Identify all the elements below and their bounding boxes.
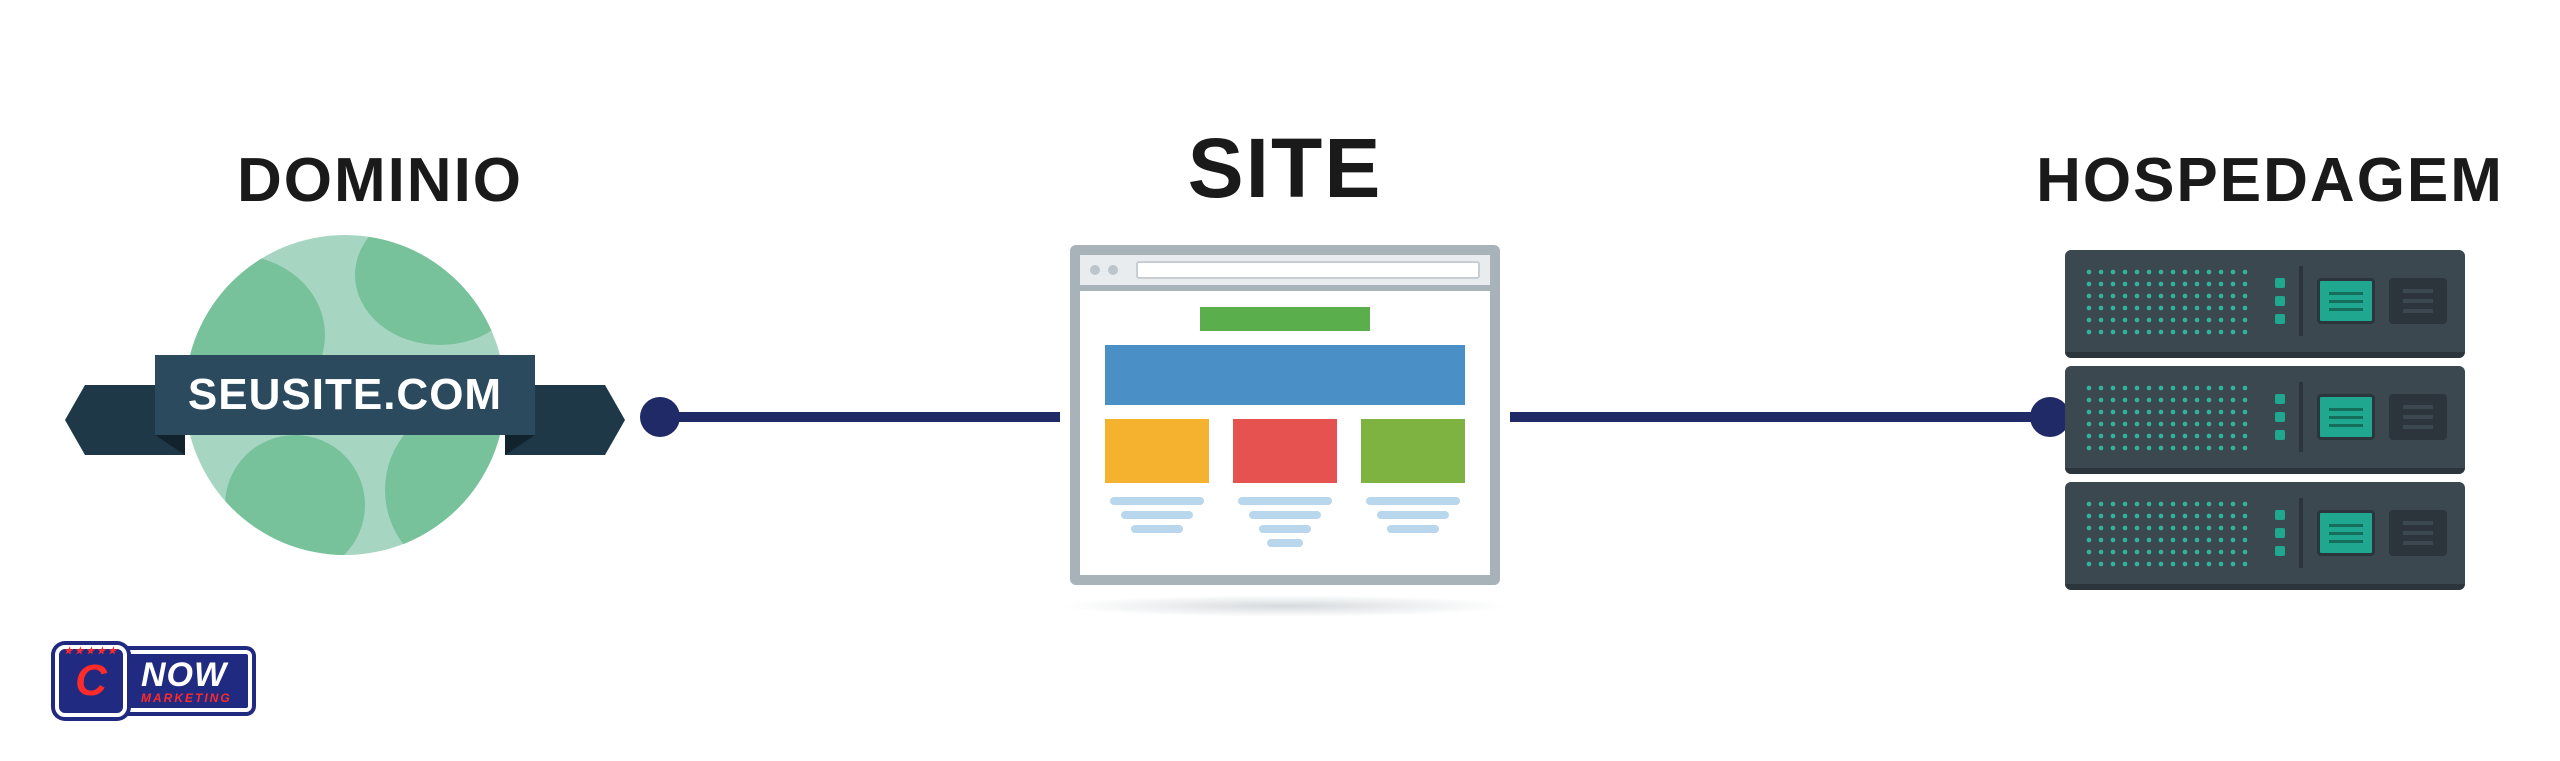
page-hero-bar xyxy=(1200,307,1370,331)
logo-stars-icon: ★★★★★ xyxy=(64,646,119,657)
server-unit xyxy=(2065,250,2465,358)
browser-shadow xyxy=(1060,595,1510,617)
browser-window-icon xyxy=(1070,245,1500,585)
brand-logo: ★★★★★ C NOW MARKETING xyxy=(55,636,315,726)
domain-ribbon: SEUSITE.COM xyxy=(95,355,595,445)
server-stack-icon xyxy=(2065,250,2465,590)
logo-badge-letter: C xyxy=(75,656,107,706)
diagram-stage: DOMINIO SEUSITE.COM SITE xyxy=(0,0,2560,761)
connector-node-icon xyxy=(640,397,680,437)
hospedagem-heading: HOSPEDAGEM xyxy=(2020,145,2520,216)
connector-dominio-site xyxy=(660,412,1060,422)
page-tile xyxy=(1361,419,1465,483)
globe-illustration: SEUSITE.COM xyxy=(135,235,555,655)
server-display-icon xyxy=(2317,278,2375,324)
site-heading: SITE xyxy=(1155,120,1415,217)
url-bar xyxy=(1136,261,1480,279)
server-slot-icon xyxy=(2389,278,2447,324)
page-tile xyxy=(1233,419,1337,483)
server-unit xyxy=(2065,366,2465,474)
browser-chrome xyxy=(1080,255,1490,291)
logo-badge: ★★★★★ C xyxy=(55,645,127,717)
page-tile-row xyxy=(1105,419,1465,483)
dominio-heading: DOMINIO xyxy=(190,145,570,216)
connector-node-icon xyxy=(2030,397,2070,437)
logo-subtitle: MARKETING xyxy=(141,692,232,704)
server-vents-icon xyxy=(2083,266,2253,336)
page-tile xyxy=(1105,419,1209,483)
server-unit xyxy=(2065,482,2465,590)
ribbon-text: SEUSITE.COM xyxy=(188,370,502,420)
connector-site-hospedagem xyxy=(1510,412,2050,422)
page-wide-bar xyxy=(1105,345,1465,405)
logo-word: NOW xyxy=(141,658,232,692)
